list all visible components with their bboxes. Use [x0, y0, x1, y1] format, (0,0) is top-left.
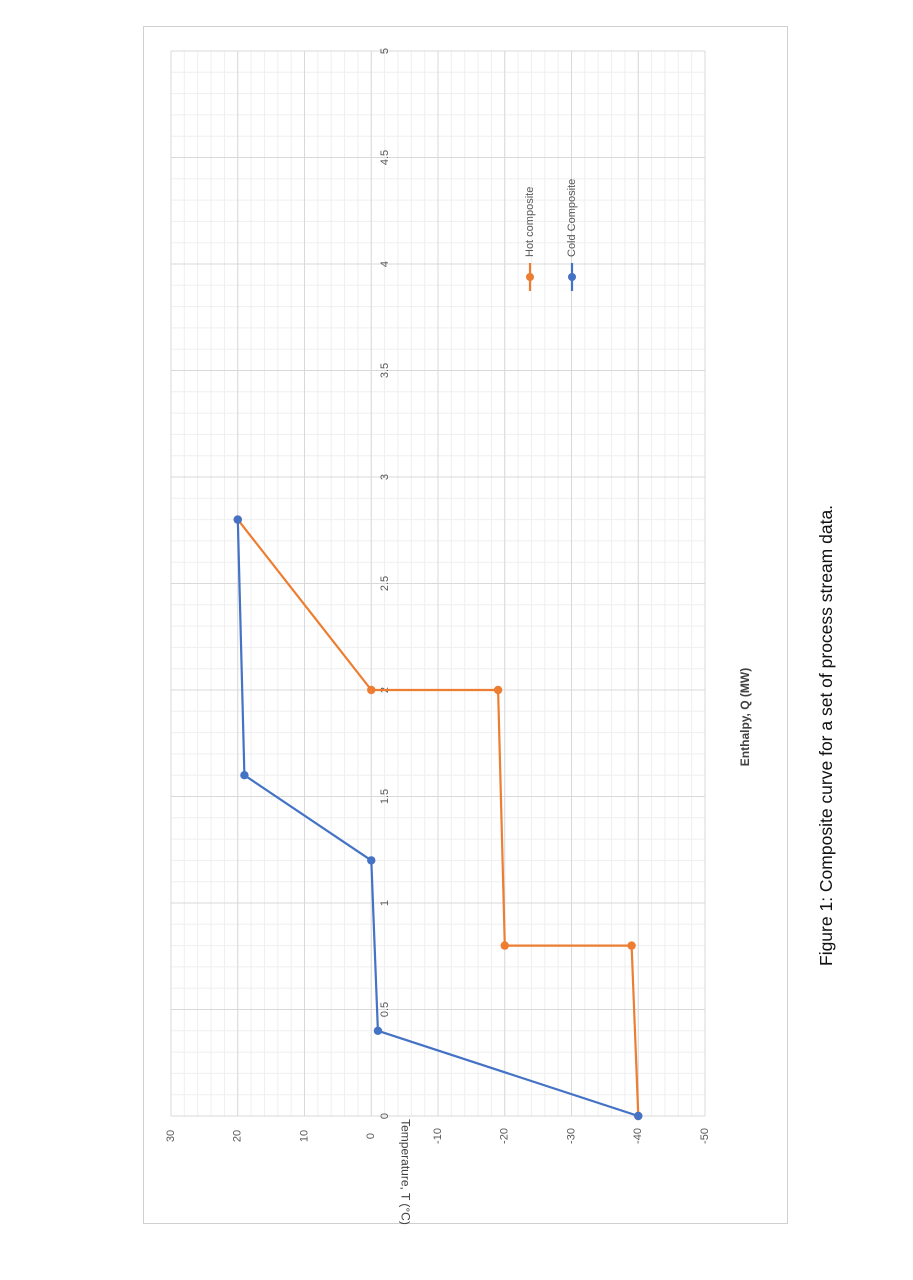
x-tick-label: 4: [379, 261, 391, 267]
composite-curve-chart: 00.511.522.533.544.55 -50-40-30-20-10010…: [165, 48, 752, 1225]
y-axis-tick-labels: -50 -40 -30 -20 -10 0 10 20 30: [165, 1128, 711, 1144]
legend-label: Cold Composite: [566, 179, 578, 257]
data-point: [367, 856, 376, 865]
data-point: [493, 685, 503, 695]
x-axis-label: Enthalpy, Q (MW): [738, 668, 752, 766]
y-tick-label: 20: [232, 1130, 244, 1142]
y-tick-label: -50: [699, 1128, 711, 1144]
y-tick-label: -40: [632, 1128, 644, 1144]
x-tick-label: 3: [379, 474, 391, 480]
legend-marker: [568, 273, 576, 281]
y-tick-label: -20: [499, 1128, 511, 1144]
y-tick-label: -10: [432, 1128, 444, 1144]
x-tick-label: 1.5: [379, 789, 391, 804]
y-tick-label: -30: [565, 1128, 577, 1144]
data-point: [500, 941, 509, 950]
y-tick-label: 30: [165, 1130, 177, 1142]
x-tick-label: 0: [379, 1113, 391, 1119]
y-axis-label: Temperature, T (°C): [398, 1119, 412, 1225]
legend-item: Cold Composite: [566, 179, 578, 291]
legend-item: Hot composite: [524, 187, 536, 291]
x-tick-label: 5: [379, 48, 391, 54]
x-tick-label: 3.5: [379, 363, 391, 378]
data-point: [240, 771, 249, 780]
x-tick-label: 4.5: [379, 150, 391, 165]
data-point: [634, 1111, 643, 1121]
data-point: [627, 941, 636, 950]
series-cold-composite: [233, 515, 643, 1121]
chart-frame: 0 0.5 1 1.5 2 2.5 3 3.5 4 4.5 5 -50 -40 -30 -20 -10 0 10…: [143, 26, 788, 1225]
legend-marker: [526, 273, 534, 281]
x-tick-label: 0.5: [379, 1002, 391, 1017]
figure-caption: Figure 1: Composite curve for a set of p…: [816, 504, 836, 966]
series-layer: [233, 515, 643, 1121]
data-point: [367, 685, 376, 695]
major-gridlines: [170, 50, 706, 1117]
x-axis-tick-labels: 00.511.522.533.544.55: [379, 48, 391, 1119]
y-tick-label: 0: [365, 1133, 377, 1139]
series-line: [236, 518, 640, 1117]
x-tick-label: 1: [379, 900, 391, 906]
y-tick-label: 10: [298, 1130, 310, 1142]
x-tick-label: 2.5: [379, 576, 391, 591]
legend: Hot composite Cold Composite: [524, 179, 578, 291]
data-point: [373, 1026, 383, 1035]
data-point: [233, 515, 242, 524]
legend-label: Hot composite: [524, 187, 536, 257]
